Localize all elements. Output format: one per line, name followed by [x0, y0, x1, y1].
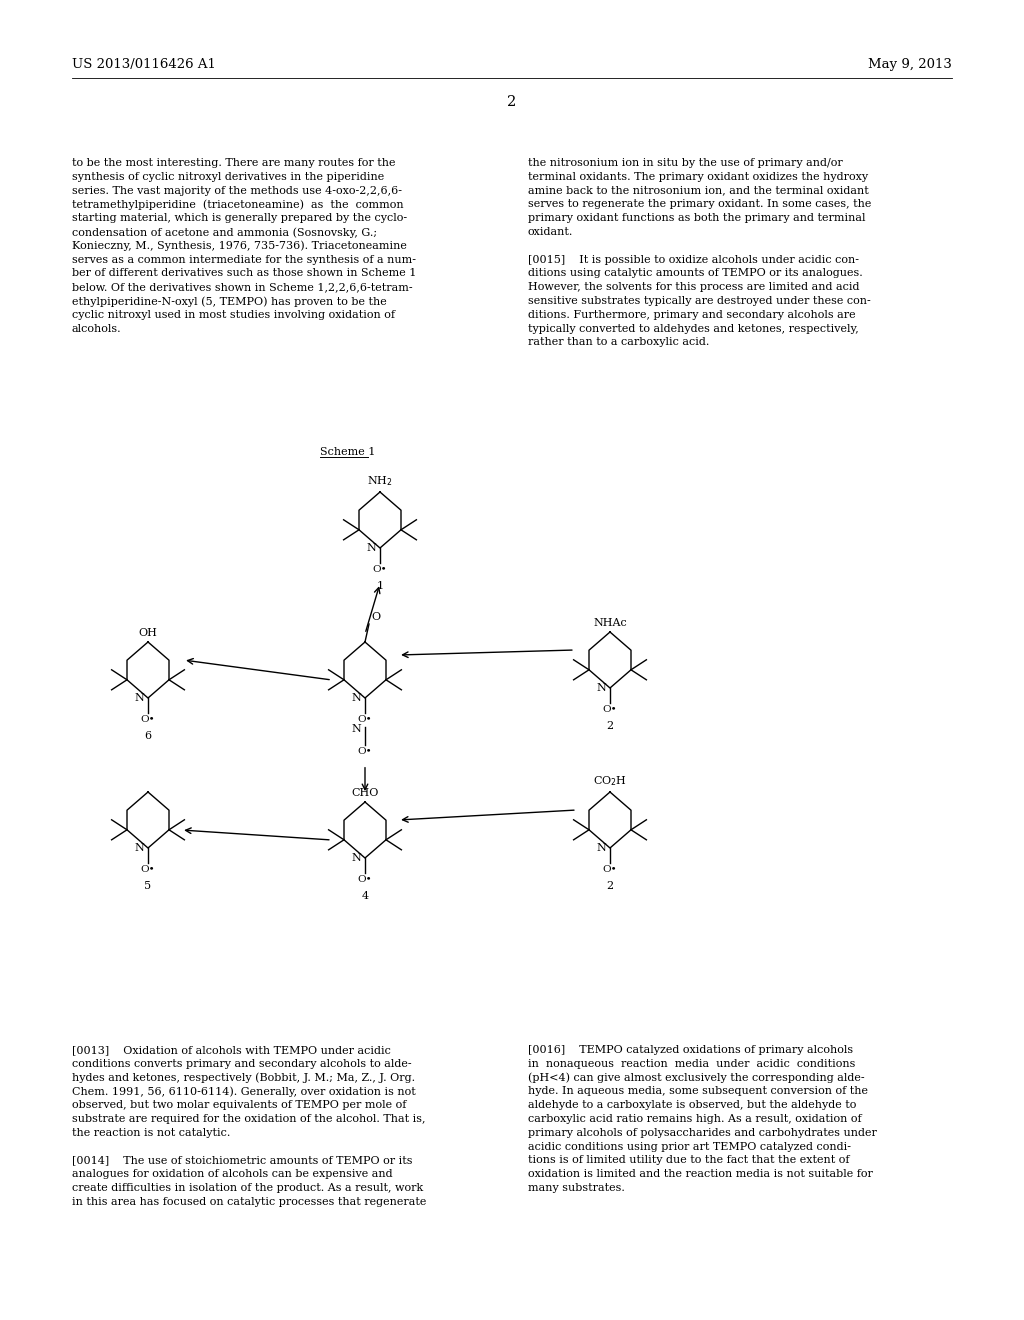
Text: Konieczny, M., Synthesis, 1976, 735-736). Triacetoneamine: Konieczny, M., Synthesis, 1976, 735-736)…: [72, 240, 407, 251]
Text: tions is of limited utility due to the fact that the extent of: tions is of limited utility due to the f…: [528, 1155, 850, 1166]
Text: primary oxidant functions as both the primary and terminal: primary oxidant functions as both the pr…: [528, 214, 865, 223]
Text: conditions converts primary and secondary alcohols to alde-: conditions converts primary and secondar…: [72, 1059, 412, 1069]
Text: O•: O•: [357, 875, 373, 884]
Text: CHO: CHO: [351, 788, 379, 799]
Text: N: N: [367, 543, 376, 553]
Text: carboxylic acid ratio remains high. As a result, oxidation of: carboxylic acid ratio remains high. As a…: [528, 1114, 861, 1125]
Text: OH: OH: [138, 628, 158, 638]
Text: [0015]    It is possible to oxidize alcohols under acidic con-: [0015] It is possible to oxidize alcohol…: [528, 255, 859, 264]
Text: ethylpiperidine-N-oxyl (5, TEMPO) has proven to be the: ethylpiperidine-N-oxyl (5, TEMPO) has pr…: [72, 296, 387, 306]
Text: O•: O•: [603, 866, 617, 874]
Text: ditions. Furthermore, primary and secondary alcohols are: ditions. Furthermore, primary and second…: [528, 310, 856, 319]
Text: N: N: [134, 843, 144, 853]
Text: CO$_2$H: CO$_2$H: [593, 775, 627, 788]
Text: sensitive substrates typically are destroyed under these con-: sensitive substrates typically are destr…: [528, 296, 870, 306]
Text: condensation of acetone and ammonia (Sosnovsky, G.;: condensation of acetone and ammonia (Sos…: [72, 227, 377, 238]
Text: 4: 4: [361, 891, 369, 902]
Text: alcohols.: alcohols.: [72, 323, 122, 334]
Text: O•: O•: [357, 715, 373, 725]
Text: tetramethylpiperidine  (triacetoneamine)  as  the  common: tetramethylpiperidine (triacetoneamine) …: [72, 199, 403, 210]
Text: 2: 2: [507, 95, 517, 110]
Text: cyclic nitroxyl used in most studies involving oxidation of: cyclic nitroxyl used in most studies inv…: [72, 310, 395, 319]
Text: N: N: [351, 693, 361, 704]
Text: 6: 6: [144, 731, 152, 742]
Text: synthesis of cyclic nitroxyl derivatives in the piperidine: synthesis of cyclic nitroxyl derivatives…: [72, 172, 384, 182]
Text: below. Of the derivatives shown in Scheme 1,2,2,6,6-tetram-: below. Of the derivatives shown in Schem…: [72, 282, 413, 292]
Text: N: N: [351, 725, 361, 734]
Text: many substrates.: many substrates.: [528, 1183, 625, 1193]
Text: 2: 2: [606, 882, 613, 891]
Text: serves as a common intermediate for the synthesis of a num-: serves as a common intermediate for the …: [72, 255, 416, 264]
Text: O•: O•: [140, 715, 156, 725]
Text: [0016]    TEMPO catalyzed oxidations of primary alcohols: [0016] TEMPO catalyzed oxidations of pri…: [528, 1045, 853, 1055]
Text: the nitrosonium ion in situ by the use of primary and/or: the nitrosonium ion in situ by the use o…: [528, 158, 843, 168]
Text: amine back to the nitrosonium ion, and the terminal oxidant: amine back to the nitrosonium ion, and t…: [528, 186, 868, 195]
Text: 5: 5: [144, 882, 152, 891]
Text: O•: O•: [373, 565, 387, 574]
Text: acidic conditions using prior art TEMPO catalyzed condi-: acidic conditions using prior art TEMPO …: [528, 1142, 851, 1151]
Text: typically converted to aldehydes and ketones, respectively,: typically converted to aldehydes and ket…: [528, 323, 859, 334]
Text: N: N: [134, 693, 144, 704]
Text: However, the solvents for this process are limited and acid: However, the solvents for this process a…: [528, 282, 859, 292]
Text: analogues for oxidation of alcohols can be expensive and: analogues for oxidation of alcohols can …: [72, 1170, 392, 1179]
Text: O•: O•: [140, 866, 156, 874]
Text: the reaction is not catalytic.: the reaction is not catalytic.: [72, 1127, 230, 1138]
Text: oxidant.: oxidant.: [528, 227, 573, 238]
Text: hyde. In aqueous media, some subsequent conversion of the: hyde. In aqueous media, some subsequent …: [528, 1086, 868, 1097]
Text: O•: O•: [603, 705, 617, 714]
Text: in this area has focused on catalytic processes that regenerate: in this area has focused on catalytic pr…: [72, 1197, 426, 1206]
Text: Chem. 1991, 56, 6110-6114). Generally, over oxidation is not: Chem. 1991, 56, 6110-6114). Generally, o…: [72, 1086, 416, 1097]
Text: ber of different derivatives such as those shown in Scheme 1: ber of different derivatives such as tho…: [72, 268, 417, 279]
Text: NHAc: NHAc: [593, 618, 627, 628]
Text: observed, but two molar equivalents of TEMPO per mole of: observed, but two molar equivalents of T…: [72, 1100, 407, 1110]
Text: starting material, which is generally prepared by the cyclo-: starting material, which is generally pr…: [72, 214, 408, 223]
Text: substrate are required for the oxidation of the alcohol. That is,: substrate are required for the oxidation…: [72, 1114, 426, 1125]
Text: terminal oxidants. The primary oxidant oxidizes the hydroxy: terminal oxidants. The primary oxidant o…: [528, 172, 868, 182]
Text: serves to regenerate the primary oxidant. In some cases, the: serves to regenerate the primary oxidant…: [528, 199, 871, 210]
Text: N: N: [596, 843, 606, 853]
Text: NH$_2$: NH$_2$: [368, 474, 393, 488]
Text: rather than to a carboxylic acid.: rather than to a carboxylic acid.: [528, 338, 710, 347]
Text: May 9, 2013: May 9, 2013: [868, 58, 952, 71]
Text: O: O: [371, 612, 380, 622]
Text: aldehyde to a carboxylate is observed, but the aldehyde to: aldehyde to a carboxylate is observed, b…: [528, 1100, 856, 1110]
Text: oxidation is limited and the reaction media is not suitable for: oxidation is limited and the reaction me…: [528, 1170, 872, 1179]
Text: to be the most interesting. There are many routes for the: to be the most interesting. There are ma…: [72, 158, 395, 168]
Text: series. The vast majority of the methods use 4-oxo-2,2,6,6-: series. The vast majority of the methods…: [72, 186, 402, 195]
Text: N: N: [351, 853, 361, 863]
Text: (pH<4) can give almost exclusively the corresponding alde-: (pH<4) can give almost exclusively the c…: [528, 1073, 864, 1084]
Text: in  nonaqueous  reaction  media  under  acidic  conditions: in nonaqueous reaction media under acidi…: [528, 1059, 855, 1069]
Text: N: N: [596, 682, 606, 693]
Text: hydes and ketones, respectively (Bobbit, J. M.; Ma, Z., J. Org.: hydes and ketones, respectively (Bobbit,…: [72, 1073, 415, 1084]
Text: primary alcohols of polysaccharides and carbohydrates under: primary alcohols of polysaccharides and …: [528, 1127, 877, 1138]
Text: 2: 2: [606, 722, 613, 731]
Text: [0014]    The use of stoichiometric amounts of TEMPO or its: [0014] The use of stoichiometric amounts…: [72, 1155, 413, 1166]
Text: O•: O•: [357, 747, 373, 756]
Text: [0013]    Oxidation of alcohols with TEMPO under acidic: [0013] Oxidation of alcohols with TEMPO …: [72, 1045, 391, 1055]
Text: ditions using catalytic amounts of TEMPO or its analogues.: ditions using catalytic amounts of TEMPO…: [528, 268, 863, 279]
Text: create difficulties in isolation of the product. As a result, work: create difficulties in isolation of the …: [72, 1183, 423, 1193]
Text: Scheme 1: Scheme 1: [319, 447, 376, 457]
Text: 1: 1: [377, 581, 384, 591]
Text: US 2013/0116426 A1: US 2013/0116426 A1: [72, 58, 216, 71]
